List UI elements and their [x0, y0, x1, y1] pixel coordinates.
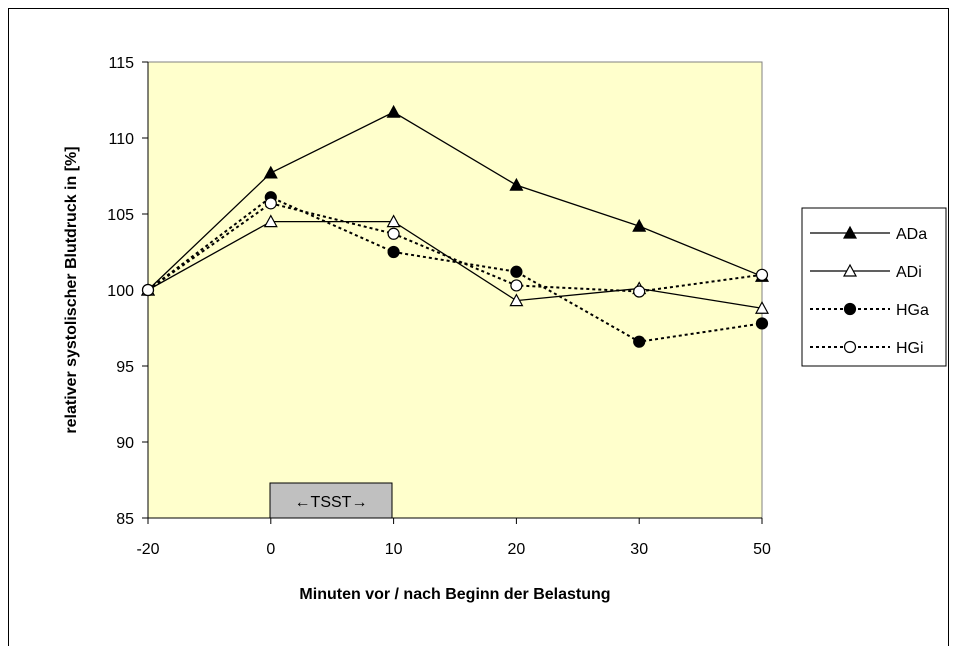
legend-label: ADa	[896, 226, 927, 243]
series-line	[147, 202, 763, 293]
data-point	[632, 218, 647, 232]
x-tick-label: 50	[753, 541, 771, 558]
legend-box	[801, 207, 947, 367]
legend-label: ADi	[896, 264, 922, 281]
x-tick-label: 20	[508, 541, 526, 558]
data-point	[755, 268, 769, 281]
x-axis-ticks: -20 0 10 20 30 50	[136, 518, 771, 558]
legend-item: ADa	[810, 225, 927, 243]
data-point	[633, 285, 646, 298]
y-tick-label: 85	[116, 511, 134, 528]
data-point	[387, 245, 400, 259]
tsst-box	[269, 482, 393, 519]
legend-item: HGa	[810, 302, 929, 319]
legend-label: HGa	[896, 302, 929, 319]
series-hgi	[141, 197, 769, 298]
data-point	[509, 293, 524, 307]
data-point	[386, 104, 401, 118]
data-point	[510, 279, 523, 292]
data-point	[264, 197, 277, 210]
data-point	[633, 335, 646, 348]
y-tick-label: 100	[107, 283, 134, 300]
data-point	[263, 165, 278, 179]
legend-item: ADi	[810, 263, 922, 281]
legend-marker	[842, 263, 858, 277]
data-point	[510, 265, 523, 278]
data-point	[386, 214, 401, 228]
x-axis-title: Minuten vor / nach Beginn der Belastung	[299, 586, 610, 603]
legend-item: HGi	[810, 340, 924, 357]
legend-marker	[843, 340, 857, 354]
legend-marker	[843, 302, 857, 316]
series-line	[147, 111, 763, 291]
tsst-annotation: ←TSST→	[269, 482, 393, 519]
data-point	[141, 283, 155, 297]
x-tick-label: 30	[630, 541, 648, 558]
plot-area	[147, 61, 763, 519]
y-axis-ticks: 85 90 95 100 105 110 115	[107, 55, 148, 528]
x-tick-label: -20	[136, 541, 159, 558]
series-line	[147, 196, 763, 343]
data-point	[754, 300, 770, 314]
series-layer	[140, 104, 770, 348]
y-tick-label: 95	[116, 359, 134, 376]
chart-frame	[8, 8, 949, 646]
data-point	[755, 317, 769, 330]
legend-label: HGi	[896, 340, 924, 357]
x-tick-label: 10	[385, 541, 403, 558]
data-point	[509, 177, 524, 191]
y-tick-label: 105	[107, 207, 134, 224]
y-tick-label: 115	[108, 55, 134, 72]
data-point	[387, 227, 400, 240]
legend: ADa ADi HGa HGi	[810, 225, 929, 357]
y-axis-title: relativer systolischer Blutdruck in [%]	[63, 146, 80, 433]
y-tick-label: 110	[108, 131, 134, 148]
data-point	[263, 214, 278, 228]
x-tick-label: 0	[266, 541, 275, 558]
legend-marker	[842, 225, 858, 239]
y-tick-label: 90	[116, 435, 134, 452]
tsst-label: ←TSST→	[295, 494, 368, 511]
